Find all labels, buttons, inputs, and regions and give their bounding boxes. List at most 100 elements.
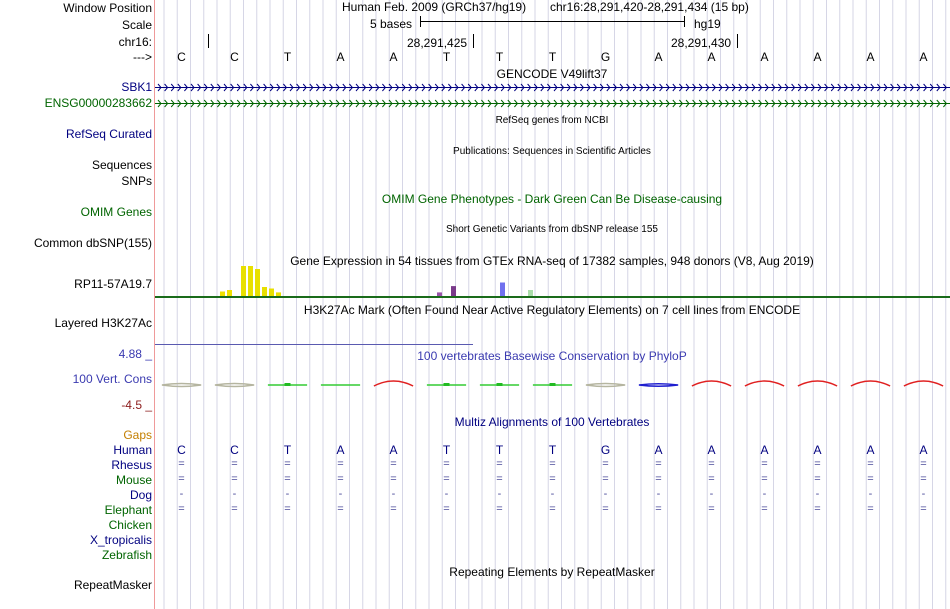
species-label-elephant[interactable]: Elephant <box>104 503 152 517</box>
strand-arrow <box>745 99 750 108</box>
strand-arrow <box>230 99 235 108</box>
alignment-base: - <box>338 488 343 500</box>
alignment-base: = <box>549 458 556 470</box>
strand-arrow <box>487 99 492 108</box>
track-label-sbk1[interactable]: SBK1 <box>121 80 152 94</box>
strand-arrow <box>797 83 802 92</box>
species-label-mouse[interactable]: Mouse <box>115 473 152 487</box>
phylop-score-mark <box>903 380 944 387</box>
gtex-tissue-bar[interactable] <box>248 266 253 296</box>
gtex-tissue-bar[interactable] <box>528 290 533 296</box>
alignment-base: = <box>337 458 344 470</box>
species-label-gaps[interactable]: Gaps <box>123 428 152 442</box>
species-label-human[interactable]: Human <box>113 443 152 457</box>
strand-arrow <box>520 83 525 92</box>
strand-arrow <box>177 99 182 108</box>
alignment-base: = <box>920 458 927 470</box>
alignment-base: = <box>602 458 609 470</box>
species-label-dog[interactable]: Dog <box>129 488 152 502</box>
strand-arrow <box>870 99 875 108</box>
gtex-tissue-bar[interactable] <box>255 269 260 296</box>
track-label-repeatmasker[interactable]: RepeatMasker <box>73 578 152 592</box>
strand-arrow <box>448 83 453 92</box>
strand-arrow <box>540 83 545 92</box>
strand-arrow <box>857 83 862 92</box>
phylop-score-dot <box>284 383 291 386</box>
strand-arrow <box>863 99 868 108</box>
track-label-sequences[interactable]: Sequences <box>91 158 152 172</box>
gtex-tissue-bar[interactable] <box>220 291 225 297</box>
track-label-dbsnp[interactable]: Common dbSNP(155) <box>33 236 152 250</box>
track-display[interactable]: Human Feb. 2009 (GRCh37/hg19) chr16:28,2… <box>155 0 950 609</box>
strand-arrow <box>375 83 380 92</box>
alignment-base: - <box>550 488 555 500</box>
strand-arrow <box>256 99 261 108</box>
strand-arrow <box>309 99 314 108</box>
strand-arrow <box>870 83 875 92</box>
gtex-tissue-bar[interactable] <box>437 292 442 296</box>
window-position-value: chr16:28,291,420-28,291,434 (15 bp) <box>550 0 749 14</box>
strand-arrow <box>745 83 750 92</box>
alignment-base: = <box>867 503 874 515</box>
strand-arrow <box>751 99 756 108</box>
strand-arrow <box>896 99 901 108</box>
strand-arrow <box>679 99 684 108</box>
strand-arrow <box>797 99 802 108</box>
strand-arrow <box>547 83 552 92</box>
gtex-tissue-bar[interactable] <box>451 286 456 296</box>
strand-arrow <box>890 99 895 108</box>
strand-arrow <box>804 83 809 92</box>
gtex-expression-chart[interactable] <box>155 266 950 299</box>
phylop-score-dot <box>496 383 503 386</box>
track-label-phylop[interactable]: 100 Vert. Cons <box>72 372 152 386</box>
gtex-tissue-bar[interactable] <box>262 287 267 296</box>
strand-arrow <box>943 99 948 108</box>
phylop-score-mark <box>585 382 626 388</box>
strand-arrow <box>289 83 294 92</box>
gtex-tissue-bar[interactable] <box>276 292 281 296</box>
strand-arrow <box>533 99 538 108</box>
gtex-tissue-bar[interactable] <box>269 288 274 297</box>
alignment-base: = <box>708 503 715 515</box>
strand-arrow <box>197 83 202 92</box>
strand-arrow <box>263 83 268 92</box>
strand-arrow <box>448 99 453 108</box>
strand-arrow <box>388 83 393 92</box>
species-label-rhesus[interactable]: Rhesus <box>111 458 152 472</box>
phylop-conservation-chart[interactable] <box>155 370 950 400</box>
gene-sbk1-feature[interactable] <box>155 83 950 92</box>
strand-arrow <box>382 99 387 108</box>
species-label-chicken[interactable]: Chicken <box>108 518 152 532</box>
strand-arrow <box>230 83 235 92</box>
gtex-tissue-bar[interactable] <box>500 282 505 297</box>
refseq-title: RefSeq genes from NCBI <box>495 115 609 126</box>
strand-arrow <box>844 99 849 108</box>
strand-arrow <box>936 99 941 108</box>
species-label-xtropicalis[interactable]: X_tropicalis <box>89 533 152 547</box>
alignment-base: - <box>762 488 767 500</box>
track-label-snps[interactable]: SNPs <box>121 174 152 188</box>
strand-arrow <box>329 83 334 92</box>
strand-arrow <box>355 83 360 92</box>
gene-ensg-feature[interactable] <box>155 99 950 108</box>
gtex-tissue-bar[interactable] <box>227 290 232 296</box>
track-label-omim[interactable]: OMIM Genes <box>80 205 152 219</box>
gtex-tissue-bar[interactable] <box>241 266 246 296</box>
track-label-h3k27ac[interactable]: Layered H3K27Ac <box>54 316 152 330</box>
track-label-gtex-gene[interactable]: RP11-57A19.7 <box>74 277 152 291</box>
reference-base: C <box>177 50 186 64</box>
alignment-base: = <box>284 458 291 470</box>
species-label-zebrafish[interactable]: Zebrafish <box>101 548 152 562</box>
strand-arrow <box>738 99 743 108</box>
strand-arrow <box>540 99 545 108</box>
track-label-refseq[interactable]: RefSeq Curated <box>65 127 152 141</box>
track-label-ensg[interactable]: ENSG00000283662 <box>44 96 152 110</box>
alignment-base: = <box>337 473 344 485</box>
strand-arrow <box>388 99 393 108</box>
alignment-base: = <box>443 473 450 485</box>
scale-assembly: hg19 <box>694 17 721 31</box>
strand-arrow <box>863 83 868 92</box>
strand-arrow <box>454 99 459 108</box>
multiz-title: Multiz Alignments of 100 Vertebrates <box>454 415 650 429</box>
strand-arrow <box>269 83 274 92</box>
